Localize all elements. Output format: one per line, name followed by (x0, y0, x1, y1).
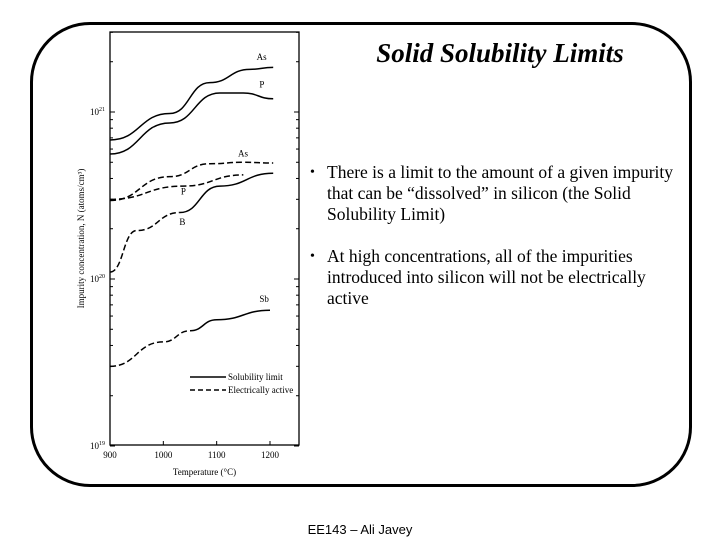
y-tick-label: 1019 (90, 441, 105, 451)
slide-frame (30, 22, 692, 487)
series-As-solid (109, 66, 274, 141)
curve-label: As (238, 149, 248, 159)
legend-label: Electrically active (228, 385, 293, 395)
series-line-solid (189, 309, 271, 332)
curve-label: Sb (259, 294, 269, 304)
series-line (109, 174, 244, 201)
plot-frame (109, 31, 300, 446)
x-tick-label: 1100 (208, 450, 226, 460)
legend-label: Solubility limit (228, 372, 283, 382)
series-Sb-mixed (109, 309, 271, 368)
curve-label: P (181, 187, 186, 197)
x-tick-label: 1200 (261, 450, 280, 460)
curve-label: B (179, 217, 185, 227)
series-line (109, 161, 274, 202)
series-P-dashed (109, 174, 244, 201)
y-axis-label: Impurity concentration, N (atoms/cm³) (76, 169, 86, 309)
x-tick-label: 1000 (154, 450, 173, 460)
series-B-mixed (109, 172, 274, 273)
bullet-item: At high concentrations, all of the impur… (310, 246, 690, 309)
curve-label: P (259, 80, 264, 90)
curve-label: As (257, 52, 267, 62)
series-line-solid (179, 172, 274, 214)
slide-footer: EE143 – Ali Javey (307, 522, 413, 537)
series-line (109, 92, 274, 155)
series-line-dashed (109, 329, 191, 368)
bullet-item: There is a limit to the amount of a give… (310, 162, 690, 225)
x-tick-label: 900 (103, 450, 117, 460)
bullet-list: There is a limit to the amount of a give… (310, 162, 690, 330)
slide-title: Solid Solubility Limits (376, 38, 624, 68)
y-tick-label: 1021 (90, 107, 105, 117)
series-line (109, 66, 274, 141)
series-P-solid (109, 92, 274, 155)
series-line-dashed (109, 211, 180, 273)
series-As-dashed (109, 161, 274, 202)
x-axis-label: Temperature (°C) (173, 467, 236, 477)
y-tick-label: 1020 (90, 274, 105, 284)
